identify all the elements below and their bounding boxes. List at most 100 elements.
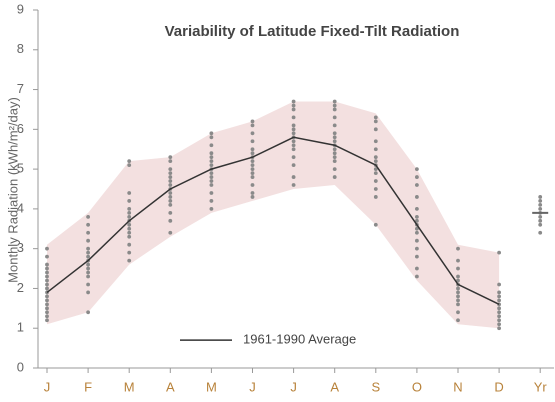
year-dot xyxy=(373,222,378,227)
year-dot xyxy=(538,222,543,227)
year-dot xyxy=(373,171,378,175)
year-dot xyxy=(168,230,173,235)
year-dot xyxy=(45,306,49,311)
year-dot xyxy=(86,246,90,251)
year-dot xyxy=(332,135,337,140)
year-dot xyxy=(250,151,255,156)
year-dot xyxy=(373,159,378,164)
year-dot xyxy=(45,298,49,303)
x-tick-label: O xyxy=(412,379,422,394)
year-dot xyxy=(415,183,419,187)
year-dot xyxy=(209,179,214,183)
year-dot xyxy=(497,310,501,315)
year-dot xyxy=(456,286,460,291)
year-dot xyxy=(127,163,132,168)
year-dot xyxy=(127,226,132,231)
year-dot xyxy=(497,306,501,311)
year-dot xyxy=(332,159,337,164)
year-dot xyxy=(168,199,173,203)
year-dot xyxy=(168,159,173,164)
year-dot xyxy=(332,107,337,112)
year-dot xyxy=(456,258,460,263)
year-dot xyxy=(291,115,296,120)
year-dot xyxy=(250,163,255,168)
year-dot xyxy=(250,183,255,187)
x-tick-label: F xyxy=(84,379,92,394)
year-dot xyxy=(209,183,214,187)
year-dot xyxy=(456,298,460,303)
year-dot xyxy=(250,195,255,199)
year-dot xyxy=(497,318,501,323)
year-dot xyxy=(373,187,378,191)
year-dot xyxy=(415,274,419,279)
year-dot xyxy=(456,294,460,299)
year-dot xyxy=(168,218,173,223)
year-dot xyxy=(332,103,337,108)
year-dot xyxy=(332,139,337,144)
year-dot xyxy=(45,318,49,323)
year-dot xyxy=(250,139,255,144)
y-tick-label: 6 xyxy=(17,121,24,136)
year-dot xyxy=(538,199,543,203)
year-dot xyxy=(415,214,419,219)
year-dot xyxy=(127,222,132,227)
year-dot xyxy=(168,203,173,207)
x-tick-label: A xyxy=(166,379,175,394)
year-dot xyxy=(415,175,419,179)
year-dot xyxy=(127,230,132,235)
year-dot xyxy=(209,159,214,164)
year-dot xyxy=(538,206,543,211)
year-dot xyxy=(538,195,543,199)
year-dot xyxy=(209,175,214,179)
year-dot xyxy=(127,214,132,219)
year-dot xyxy=(168,175,173,179)
x-tick-label: J xyxy=(290,379,297,394)
year-dot xyxy=(250,159,255,164)
year-dot xyxy=(45,302,49,307)
year-dot xyxy=(45,266,49,271)
year-dot xyxy=(538,218,543,223)
year-dot xyxy=(415,167,419,172)
year-dot xyxy=(373,115,378,120)
year-dot xyxy=(415,226,419,231)
year-dot xyxy=(373,167,378,172)
y-axis-label: Monthly Radiation (kWh/m²/day) xyxy=(5,97,20,283)
x-tick-label: Yr xyxy=(534,379,548,394)
year-dot xyxy=(332,151,337,156)
year-dot xyxy=(86,270,90,275)
year-dot xyxy=(250,175,255,179)
year-dot xyxy=(86,238,90,243)
y-tick-label: 8 xyxy=(17,41,24,56)
year-dot xyxy=(373,147,378,152)
year-dot xyxy=(291,99,296,104)
year-dot xyxy=(415,195,419,199)
x-tick-label: N xyxy=(453,379,462,394)
year-dot xyxy=(168,155,173,160)
y-tick-label: 5 xyxy=(17,161,24,176)
year-dot xyxy=(86,290,90,295)
year-dot xyxy=(291,131,296,136)
x-tick-label: D xyxy=(494,379,503,394)
year-dot xyxy=(291,127,296,132)
year-dot xyxy=(86,310,90,315)
year-dot xyxy=(291,163,296,168)
year-dot xyxy=(373,127,378,132)
x-tick-label: S xyxy=(371,379,380,394)
x-tick-label: M xyxy=(206,379,217,394)
year-dot xyxy=(497,314,501,319)
year-dot xyxy=(497,250,501,255)
year-dot xyxy=(456,266,460,271)
year-dot xyxy=(45,270,49,275)
year-dot xyxy=(250,131,255,136)
x-tick-label: A xyxy=(330,379,339,394)
year-dot xyxy=(86,262,90,267)
year-dot xyxy=(168,210,173,215)
y-tick-label: 9 xyxy=(17,1,24,16)
year-dot xyxy=(456,290,460,295)
year-dot xyxy=(332,167,337,172)
year-dot xyxy=(456,302,460,307)
year-dot xyxy=(291,175,296,179)
y-tick-label: 1 xyxy=(17,320,24,335)
year-dot xyxy=(127,242,132,247)
